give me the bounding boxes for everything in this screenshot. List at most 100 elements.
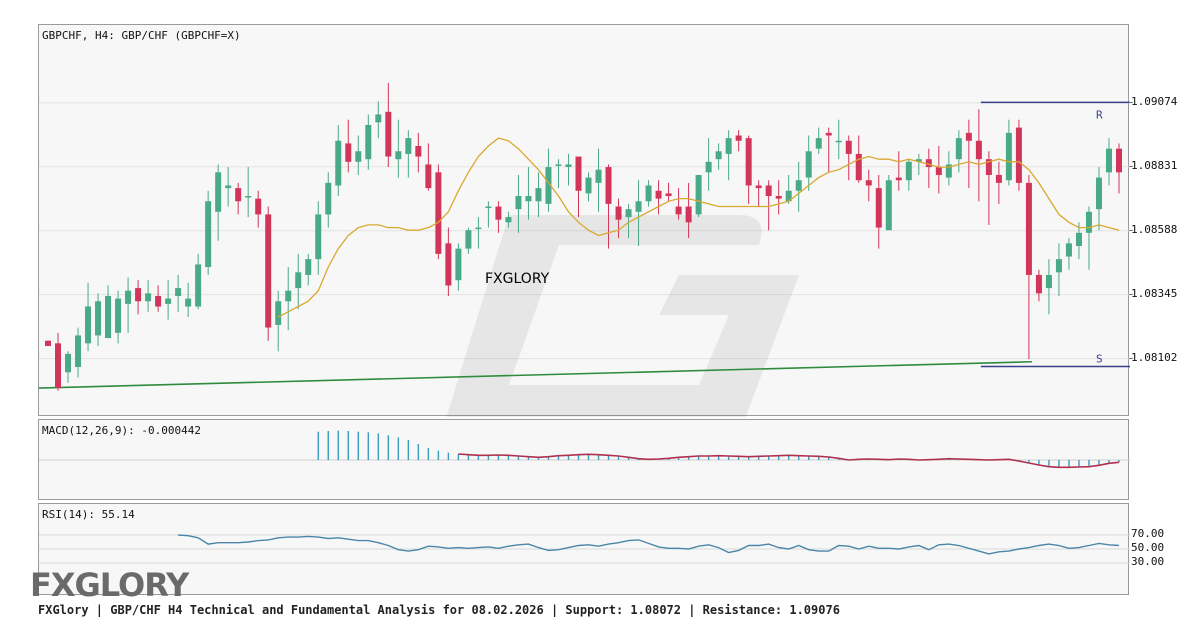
candle-body: [795, 180, 802, 191]
candle-body: [715, 151, 722, 160]
candle-body: [625, 209, 632, 218]
candle: [445, 227, 452, 296]
candle: [945, 151, 952, 186]
candle-body: [125, 290, 132, 304]
y-tick-label: 1.08102: [1131, 350, 1178, 364]
candle-body: [255, 198, 262, 215]
candle-body: [475, 227, 482, 230]
candle-body: [155, 295, 162, 307]
candle: [525, 167, 532, 220]
candle-body: [495, 206, 502, 220]
candle-body: [185, 298, 192, 307]
candle-body: [1005, 132, 1012, 181]
candle: [785, 174, 792, 204]
candle: [965, 119, 972, 189]
candle-body: [165, 298, 172, 304]
candle-body: [985, 159, 992, 175]
candle: [555, 159, 562, 189]
chart-title: GBPCHF, H4: GBP/CHF (GBPCHF=X): [42, 29, 241, 42]
candle-body: [375, 114, 382, 123]
candle: [175, 274, 182, 312]
candle-body: [1095, 177, 1102, 210]
candle-body: [685, 206, 692, 223]
candle: [275, 290, 282, 352]
support-label: S: [1096, 352, 1103, 365]
candle-body: [1065, 243, 1072, 257]
candle: [845, 135, 852, 181]
candle-body: [905, 161, 912, 181]
candle-body: [605, 167, 612, 204]
candle: [645, 180, 652, 207]
candle-body: [505, 217, 512, 223]
candle-body: [75, 335, 82, 368]
candle: [365, 114, 372, 170]
candle: [55, 332, 62, 391]
candle: [255, 190, 262, 228]
candle: [995, 161, 1002, 204]
candle-body: [755, 185, 762, 189]
candle-body: [635, 201, 642, 212]
candle: [395, 119, 402, 178]
candle: [85, 282, 92, 352]
candle: [265, 206, 272, 341]
candle: [885, 174, 892, 231]
candle: [815, 127, 822, 154]
candle-body: [65, 353, 72, 373]
candle: [115, 290, 122, 344]
candle-body: [465, 230, 472, 249]
candle-body: [525, 196, 532, 202]
candle-body: [365, 124, 372, 160]
candle-body: [965, 132, 972, 141]
candle: [195, 253, 202, 310]
candle: [485, 201, 492, 228]
y-tick-label: 1.08831: [1131, 158, 1178, 172]
candle-body: [325, 182, 332, 215]
candle-body: [915, 159, 922, 162]
candle-body: [115, 298, 122, 333]
rsi-svg: [39, 534, 1130, 564]
candle-body: [1085, 211, 1092, 233]
candle: [415, 132, 422, 173]
candle: [775, 180, 782, 215]
candle-body: [615, 206, 622, 220]
watermark-text: FXGLORY: [485, 271, 550, 287]
rsi-level-label: 30.00: [1131, 555, 1165, 568]
candle: [545, 148, 552, 212]
candle: [425, 143, 432, 191]
macd-title: MACD(12,26,9): -0.000442: [42, 424, 201, 437]
candle-body: [1025, 182, 1032, 275]
candle-body: [345, 143, 352, 162]
candle: [515, 174, 522, 233]
candle: [1095, 167, 1102, 231]
candle: [595, 148, 602, 212]
candle: [1115, 143, 1122, 194]
candle-body: [925, 159, 932, 168]
price-chart-panel: FXGLORY R S GBPCHF, H4: GBP/CHF (GBPCHF=X): [38, 24, 1130, 417]
candle: [875, 174, 882, 249]
candle: [135, 280, 142, 315]
candle-body: [1015, 127, 1022, 183]
watermark-logo: [446, 215, 799, 417]
watermark-mark: [446, 215, 799, 417]
candle-body: [295, 272, 302, 289]
candle: [925, 148, 932, 189]
candle-body: [425, 164, 432, 189]
candle-body: [845, 140, 852, 154]
candle: [915, 153, 922, 175]
candle: [755, 180, 762, 207]
candle-body: [285, 290, 292, 302]
candle: [465, 227, 472, 254]
candle-body: [595, 169, 602, 183]
candle: [245, 167, 252, 218]
candle-body: [975, 140, 982, 160]
rsi-level-label: 70.00: [1131, 527, 1165, 540]
candle-body: [815, 138, 822, 149]
candle-body: [805, 151, 812, 178]
candle-body: [575, 156, 582, 191]
candle-body: [135, 288, 142, 302]
candle: [895, 151, 902, 191]
candle: [455, 243, 462, 291]
fxglory-logo: FXGLORY: [30, 566, 189, 604]
candle-body: [1045, 274, 1052, 289]
candle-body: [265, 214, 272, 328]
